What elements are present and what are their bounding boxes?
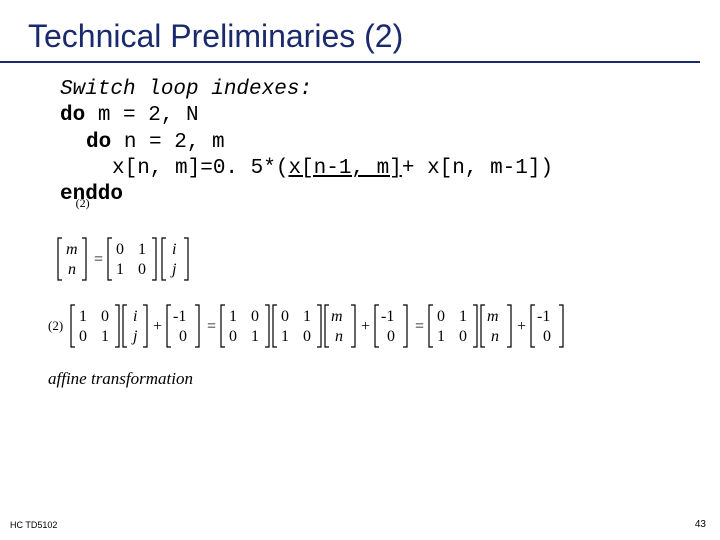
svg-text:0: 0 — [543, 328, 551, 345]
svg-text:-1: -1 — [537, 308, 550, 325]
svg-text:n: n — [491, 328, 499, 345]
svg-text:1: 1 — [251, 328, 259, 345]
code-line-3: n = 2, m — [111, 131, 224, 154]
code-line-4b: x[n-1, m] — [288, 157, 401, 180]
annotation-2: (2) — [48, 318, 63, 334]
svg-text:1: 1 — [459, 308, 467, 325]
svg-text:1: 1 — [281, 328, 289, 345]
matrix-row-1: m n = 0 1 1 0 i j — [56, 236, 720, 287]
keyword-do-2: do — [86, 131, 111, 154]
svg-text:j: j — [170, 261, 177, 278]
keyword-enddo: enddo — [60, 183, 123, 206]
svg-text:=: = — [207, 318, 216, 335]
svg-text:1: 1 — [138, 241, 146, 258]
svg-text:m: m — [487, 308, 499, 325]
svg-text:0: 0 — [437, 308, 445, 325]
svg-text:i: i — [133, 308, 137, 325]
footer-left: HC TD5102 — [10, 520, 57, 530]
svg-text:n: n — [335, 328, 343, 345]
matrix-block: m n = 0 1 1 0 i j (2) 10 01 — [48, 236, 720, 349]
svg-text:0: 0 — [101, 308, 109, 325]
svg-text:0: 0 — [116, 241, 124, 258]
svg-text:m: m — [331, 308, 343, 325]
svg-text:1: 1 — [229, 308, 237, 325]
code-line-4a: x[n, m]=0. 5*( — [112, 157, 288, 180]
svg-text:=: = — [94, 251, 103, 268]
svg-text:1: 1 — [116, 261, 124, 278]
svg-text:0: 0 — [79, 328, 87, 345]
svg-text:0: 0 — [459, 328, 467, 345]
svg-text:1: 1 — [79, 308, 87, 325]
svg-text:+: + — [517, 318, 526, 335]
code-block: Switch loop indexes: do m = 2, N do n = … — [60, 77, 720, 208]
matrix-row-2: (2) 10 01 i j + -1 0 = 10 01 — [48, 303, 720, 349]
svg-text:j: j — [131, 328, 138, 345]
svg-text:0: 0 — [303, 328, 311, 345]
svg-text:0: 0 — [281, 308, 289, 325]
svg-text:0: 0 — [251, 308, 259, 325]
footer-right: 43 — [695, 519, 706, 530]
code-line-4c: + x[n, m-1]) — [402, 157, 553, 180]
svg-text:=: = — [415, 318, 424, 335]
svg-text:1: 1 — [303, 308, 311, 325]
svg-text:1: 1 — [101, 328, 109, 345]
svg-text:0: 0 — [387, 328, 395, 345]
svg-text:m: m — [66, 241, 78, 258]
svg-text:+: + — [153, 318, 162, 335]
svg-text:0: 0 — [229, 328, 237, 345]
svg-text:1: 1 — [437, 328, 445, 345]
keyword-do-1: do — [60, 104, 85, 127]
svg-text:-1: -1 — [173, 308, 186, 325]
svg-text:i: i — [172, 241, 176, 258]
svg-text:n: n — [68, 261, 76, 278]
code-line-2: m = 2, N — [85, 104, 198, 127]
svg-text:+: + — [361, 318, 370, 335]
affine-label: affine transformation — [48, 369, 720, 389]
superscript-annotation: (2) — [76, 196, 90, 210]
svg-text:-1: -1 — [381, 308, 394, 325]
svg-text:0: 0 — [138, 261, 146, 278]
code-line-1: Switch loop indexes: — [60, 78, 312, 101]
svg-text:0: 0 — [179, 328, 187, 345]
page-title: Technical Preliminaries (2) — [0, 0, 700, 63]
